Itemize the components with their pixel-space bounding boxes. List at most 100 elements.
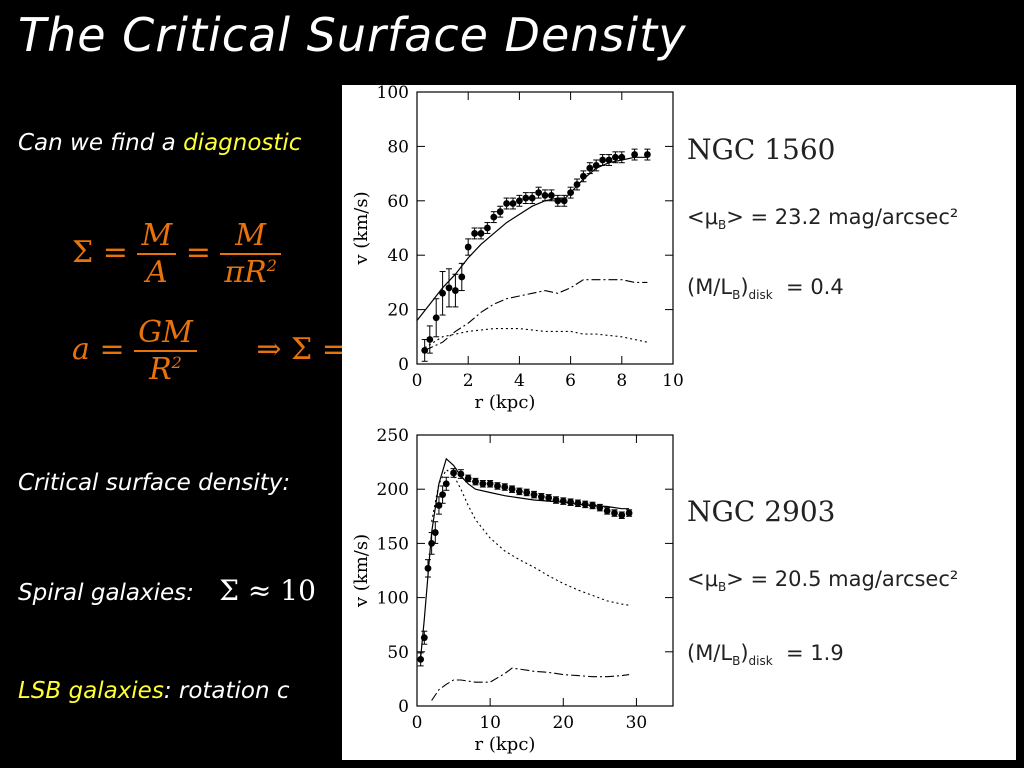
- equation-acceleration: a = GM R2 ⇒ Σ =: [72, 315, 347, 387]
- accel-symbol: a: [72, 332, 90, 367]
- galaxy1-name: NGC 1560: [687, 133, 836, 166]
- chart1-xtick-label-1: 2: [463, 371, 474, 391]
- chart2-data-point-29: [603, 507, 611, 515]
- equals-sign-2: =: [185, 235, 211, 270]
- chart1-frame: [416, 91, 674, 365]
- chart2-ytick-label-5: 250: [377, 426, 409, 446]
- chart1-data-point-11: [490, 213, 498, 221]
- chart1-ytick-label-1: 20: [387, 301, 409, 321]
- equals-sign: =: [102, 235, 128, 270]
- chart2-xtick-label-2: 20: [552, 713, 574, 733]
- galaxy1-mass-to-light: (M/LB)disk = 0.4: [687, 275, 844, 303]
- chart2-data-point-13: [486, 480, 494, 488]
- chart2-data-point-16: [508, 485, 516, 493]
- chart2-data-point-27: [589, 502, 596, 509]
- chart1-data-point-24: [573, 181, 581, 188]
- chart2-gas-curve: [431, 667, 630, 701]
- chart1-data-point-12: [496, 208, 504, 216]
- chart2-data-point-26: [581, 500, 589, 508]
- chart1-data-point-2: [432, 314, 440, 322]
- lsb-text: : rotation c: [163, 678, 290, 704]
- chart1-data-point-26: [586, 164, 594, 172]
- chart2-data-point-18: [523, 489, 531, 496]
- chart1-xtick-label-2: 4: [514, 371, 525, 391]
- chart2-data-point-31: [618, 511, 626, 519]
- chart2-data-point-6: [439, 491, 446, 499]
- chart1-ytick-label-5: 100: [377, 85, 409, 103]
- chart2-data-point-25: [574, 499, 582, 507]
- chart1-data-point-28: [599, 156, 606, 164]
- denominator-r2: R2: [134, 352, 197, 387]
- chart2-data-point-9: [457, 470, 465, 478]
- chart2-data-point-17: [516, 487, 523, 495]
- lsb-label: LSB galaxies: [18, 678, 164, 704]
- chart2-xlabel: r (kpc): [475, 734, 536, 755]
- chart2-data-point-22: [552, 496, 560, 504]
- chart2-data-point-23: [559, 497, 567, 505]
- chart1-data-point-7: [464, 243, 472, 251]
- numerator-m: M: [137, 218, 177, 255]
- implies-sigma: ⇒ Σ =: [256, 332, 347, 367]
- chart2-data-point-2: [424, 564, 432, 572]
- chart1-ytick-label-3: 60: [387, 192, 409, 212]
- chart2-data-point-3: [428, 540, 436, 547]
- chart2-ylabel: v (km/s): [351, 534, 372, 608]
- chart1-gas-curve: [424, 279, 648, 351]
- chart1-data-point-6: [458, 273, 466, 281]
- chart2-data-point-8: [450, 469, 457, 477]
- chart2-data-point-7: [442, 480, 450, 488]
- chart1-model-curve: [416, 156, 648, 321]
- chart1-data-point-32: [631, 151, 638, 158]
- numerator-m-2: M: [220, 218, 281, 255]
- fraction-m-over-a: M A: [137, 218, 177, 290]
- slide-title: The Critical Surface Density: [18, 8, 687, 62]
- r-symbol: R: [149, 352, 172, 387]
- chart2-data-point-12: [479, 480, 487, 488]
- fraction-gm-over-r2: GM R2: [134, 315, 197, 387]
- chart2-data-point-24: [567, 498, 574, 506]
- chart2-data-point-21: [545, 494, 553, 502]
- chart1-data-point-22: [560, 197, 568, 205]
- chart2-data-point-32: [625, 509, 633, 517]
- lsb-line: LSB galaxies: rotation c: [18, 678, 290, 704]
- chart1-data-point-31: [618, 153, 626, 161]
- chart2-xtick-label-1: 10: [479, 713, 501, 733]
- chart1-data-point-17: [528, 194, 536, 202]
- chart1-data-point-21: [554, 197, 562, 205]
- chart1-data-point-19: [541, 191, 549, 199]
- sigma-symbol: Σ: [72, 235, 94, 270]
- pi-r: πR: [224, 255, 267, 290]
- diagnostic-word: diagnostic: [183, 130, 302, 156]
- chart1-ylabel: v (km/s): [351, 191, 372, 265]
- chart1-data-point-1: [426, 336, 434, 343]
- spiral-sigma: Σ ≈ 10: [219, 574, 316, 607]
- chart2-model-curve: [420, 457, 630, 658]
- chart2-data-point-0: [417, 655, 425, 663]
- chart1-data-point-4: [445, 284, 453, 292]
- chart2-data-point-10: [464, 474, 472, 482]
- chart1-data-point-16: [522, 194, 530, 202]
- chart2-xtick-label-0: 0: [412, 713, 423, 733]
- chart2-data-point-30: [611, 509, 618, 517]
- chart2-data-point-20: [537, 493, 545, 501]
- equation-sigma: Σ = M A = M πR2: [72, 218, 281, 290]
- chart1-data-point-0: [421, 347, 429, 354]
- chart1-xlabel: r (kpc): [475, 392, 536, 413]
- galaxy2-mass-to-light: (M/LB)disk = 1.9: [687, 641, 844, 669]
- denominator-a: A: [145, 255, 168, 290]
- chart1-data-point-23: [567, 189, 574, 197]
- square-exponent: 2: [266, 256, 277, 275]
- galaxy2-surface-brightness: <μB> = 20.5 mag/arcsec²: [687, 567, 959, 595]
- spiral-line: Spiral galaxies: Σ ≈ 10: [18, 574, 316, 607]
- chart2-data-point-28: [596, 504, 604, 512]
- chart2-ytick-label-4: 200: [377, 480, 409, 500]
- chart1-xtick-label-4: 8: [616, 371, 627, 391]
- fraction-m-over-pir2: M πR2: [220, 218, 281, 290]
- chart2-ytick-label-1: 50: [387, 643, 409, 663]
- question-line: Can we find a diagnostic: [18, 130, 301, 156]
- chart1-data-point-30: [612, 153, 619, 161]
- square-exponent-2: 2: [171, 353, 182, 372]
- chart1-data-point-10: [484, 224, 491, 232]
- galaxy2-name: NGC 2903: [687, 495, 836, 528]
